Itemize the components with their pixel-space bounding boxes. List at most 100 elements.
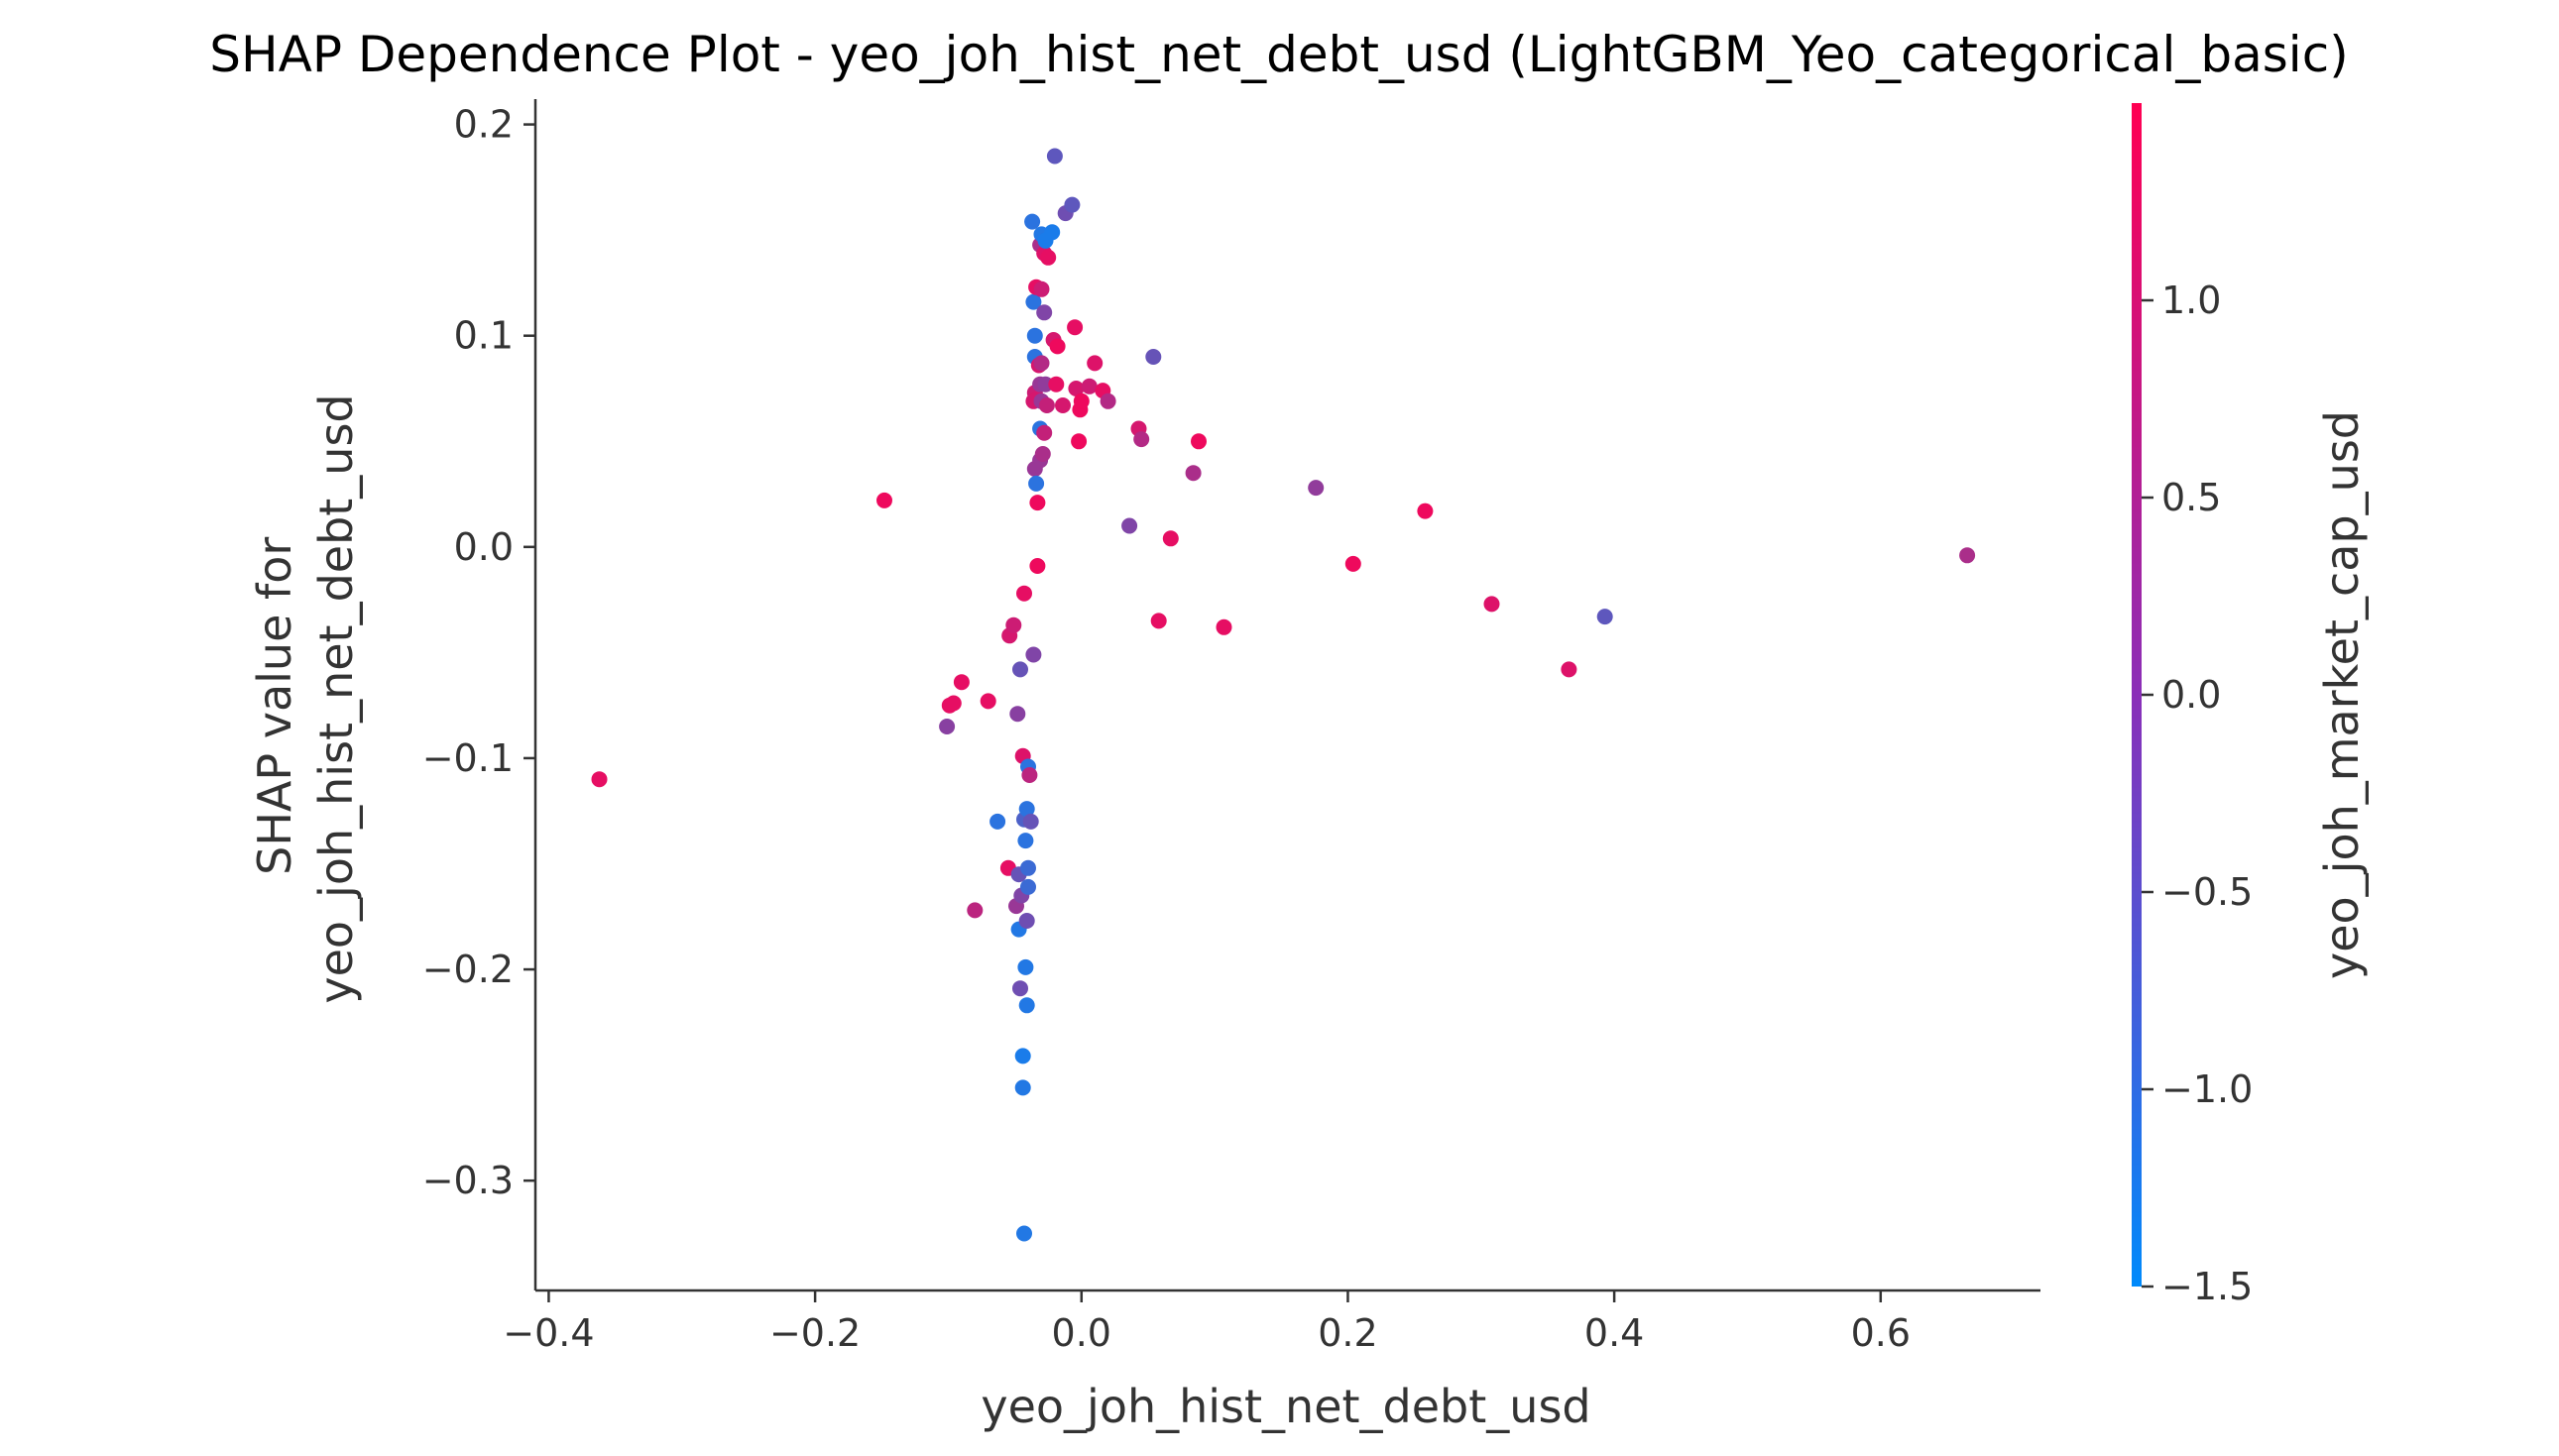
scatter-point xyxy=(1021,767,1038,783)
scatter-point xyxy=(1417,503,1434,519)
scatter-point xyxy=(1561,661,1577,678)
colorbar: −1.5 −1.0 −0.5 0.0 0.5 1.0 yeo_joh_market_cap… xyxy=(2132,103,2369,1308)
y-axis: −0.3 −0.2 −0.1 0.0 0.1 0.2 SHAP value for yeo… xyxy=(248,99,537,1290)
scatter-point xyxy=(1049,338,1066,355)
x-tick-label: 0.2 xyxy=(1318,1311,1377,1355)
scatter-point xyxy=(1033,355,1050,372)
scatter-point xyxy=(1022,813,1039,830)
colorbar-tick-label: 0.0 xyxy=(2161,673,2221,717)
scatter-point xyxy=(1308,480,1325,497)
scatter-point xyxy=(1024,213,1041,230)
scatter-point xyxy=(1018,913,1035,929)
y-tick-label: −0.2 xyxy=(422,948,514,991)
x-tick-label: 0.4 xyxy=(1584,1311,1644,1355)
scatter-point xyxy=(1100,392,1116,409)
scatter-point xyxy=(591,771,608,788)
x-ticks: −0.4 −0.2 0.0 0.2 0.4 0.6 xyxy=(503,1290,1911,1355)
scatter-point xyxy=(1012,661,1028,678)
scatter-point xyxy=(1028,475,1045,492)
scatter-point xyxy=(1014,1079,1031,1096)
scatter-point xyxy=(1048,376,1065,392)
scatter-point xyxy=(1185,465,1202,482)
scatter-point xyxy=(1012,980,1028,997)
scatter-point xyxy=(1029,558,1046,574)
scatter-point xyxy=(1016,585,1032,602)
x-tick-label: 0.0 xyxy=(1052,1311,1111,1355)
scatter-point xyxy=(1068,381,1085,396)
scatter-points xyxy=(591,148,1976,1242)
y-axis-label-line-2: yeo_joh_hist_net_debt_usd xyxy=(309,393,363,1003)
scatter-point xyxy=(1034,446,1051,462)
scatter-point xyxy=(1121,517,1138,534)
scatter-point xyxy=(1191,433,1207,450)
scatter-point xyxy=(989,813,1006,830)
y-axis-label: SHAP value for yeo_joh_hist_net_debt_usd xyxy=(248,393,363,1003)
x-tick-label: −0.2 xyxy=(769,1311,861,1355)
scatter-point xyxy=(1150,613,1167,629)
colorbar-tick-label: −1.5 xyxy=(2161,1265,2253,1308)
scatter-point xyxy=(1145,349,1162,365)
scatter-point xyxy=(1017,958,1034,975)
scatter-point xyxy=(939,719,956,734)
colorbar-tick-label: −0.5 xyxy=(2161,870,2253,914)
scatter-point xyxy=(1016,1225,1032,1242)
scatter-point xyxy=(1081,378,1098,394)
scatter-point xyxy=(1596,609,1613,625)
y-ticks: −0.3 −0.2 −0.1 0.0 0.1 0.2 xyxy=(422,103,535,1202)
scatter-point xyxy=(1133,431,1150,448)
scatter-point xyxy=(1216,618,1232,635)
scatter-point xyxy=(980,693,996,710)
scatter-point xyxy=(1025,646,1042,663)
scatter-point xyxy=(1344,555,1361,572)
y-tick-label: −0.1 xyxy=(422,736,514,780)
scatter-point xyxy=(1046,148,1063,165)
colorbar-tick-label: 1.0 xyxy=(2161,279,2221,322)
scatter-point xyxy=(1033,280,1050,297)
colorbar-ticks: −1.5 −1.0 −0.5 0.0 0.5 1.0 xyxy=(2142,279,2253,1308)
x-tick-label: 0.6 xyxy=(1851,1311,1911,1355)
colorbar-label: yeo_joh_market_cap_usd xyxy=(2315,410,2369,979)
scatter-point xyxy=(967,902,984,919)
scatter-point xyxy=(1017,833,1034,849)
scatter-point xyxy=(1014,1048,1031,1064)
colorbar-gradient xyxy=(2132,103,2142,1287)
scatter-point xyxy=(1009,706,1026,723)
scatter-point xyxy=(1018,997,1035,1014)
scatter-point xyxy=(953,674,970,691)
y-tick-label: 0.2 xyxy=(454,103,514,147)
scatter-point xyxy=(1055,397,1071,413)
scatter-point xyxy=(1036,424,1053,441)
y-tick-label: 0.0 xyxy=(454,525,514,569)
scatter-point xyxy=(1020,878,1036,895)
scatter-point xyxy=(1018,801,1035,818)
x-axis: −0.4 −0.2 0.0 0.2 0.4 0.6 yeo_joh_hist_net_de… xyxy=(503,1288,2040,1433)
scatter-point xyxy=(876,492,892,508)
chart-title: SHAP Dependence Plot - yeo_joh_hist_net_… xyxy=(209,26,2348,83)
scatter-point xyxy=(1162,530,1179,547)
colorbar-tick-label: 0.5 xyxy=(2161,476,2221,519)
scatter-point xyxy=(1071,433,1088,450)
scatter-point xyxy=(945,695,962,712)
y-tick-label: 0.1 xyxy=(454,314,514,358)
scatter-point xyxy=(1025,293,1042,310)
scatter-point xyxy=(1073,392,1090,409)
scatter-point xyxy=(1038,397,1055,413)
scatter-point xyxy=(1067,319,1084,336)
colorbar-tick-label: −1.0 xyxy=(2161,1067,2253,1111)
scatter-point xyxy=(1044,224,1061,241)
scatter-point xyxy=(1005,616,1022,633)
x-axis-label: yeo_joh_hist_net_debt_usd xyxy=(981,1380,1590,1433)
x-tick-label: −0.4 xyxy=(503,1311,594,1355)
scatter-point xyxy=(1483,596,1500,613)
scatter-point xyxy=(1020,859,1036,876)
scatter-point xyxy=(1036,304,1053,321)
scatter-point xyxy=(1040,249,1057,266)
y-tick-label: −0.3 xyxy=(422,1159,514,1202)
scatter-point xyxy=(1064,196,1081,213)
scatter-point xyxy=(1029,495,1046,511)
scatter-point xyxy=(1087,355,1104,372)
scatter-point xyxy=(1026,327,1043,344)
scatter-point xyxy=(1959,547,1976,564)
y-axis-label-line-1: SHAP value for xyxy=(248,537,301,875)
